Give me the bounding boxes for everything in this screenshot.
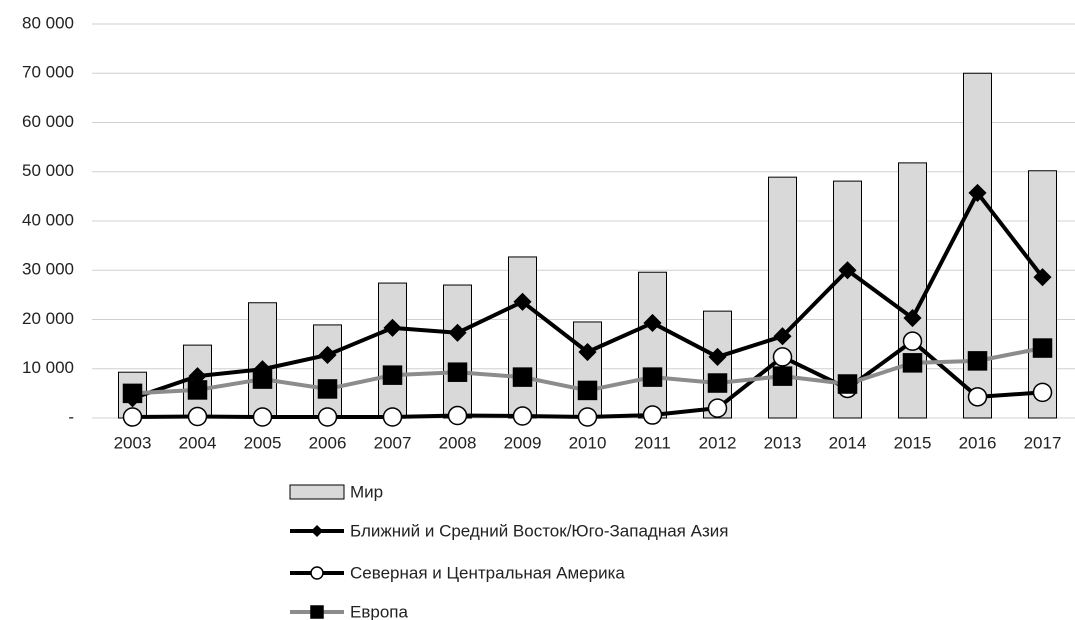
legend-marker: [310, 566, 324, 580]
y-tick-label: -: [68, 407, 74, 426]
marker: [837, 374, 858, 394]
y-tick-label: 10 000: [22, 358, 74, 377]
marker: [512, 367, 533, 387]
marker: [1033, 268, 1052, 287]
marker: [967, 387, 988, 407]
bar: [508, 256, 537, 419]
x-tick-label: 2014: [829, 433, 867, 452]
marker: [642, 367, 663, 387]
marker: [773, 327, 792, 346]
marker: [903, 308, 922, 328]
x-tick-label: 2008: [439, 433, 477, 452]
bar: [638, 271, 667, 419]
marker: [513, 292, 532, 311]
marker: [643, 313, 662, 333]
marker: [317, 379, 338, 399]
marker: [967, 351, 988, 371]
x-tick-label: 2011: [634, 433, 671, 452]
legend-label: Мир: [350, 482, 383, 501]
marker: [122, 407, 143, 427]
marker: [512, 406, 533, 426]
x-tick-label: 2012: [699, 433, 737, 452]
y-tick-label: 60 000: [22, 112, 74, 131]
legend-marker: [310, 605, 324, 619]
marker: [448, 323, 467, 342]
marker: [642, 405, 663, 425]
bar: [573, 321, 602, 419]
legend-label: Северная и Центральная Америка: [350, 563, 625, 582]
marker: [772, 347, 793, 367]
bar: [1028, 170, 1057, 419]
marker: [447, 362, 468, 382]
marker: [187, 406, 208, 427]
y-tick-label: 70 000: [22, 63, 74, 82]
x-tick-label: 2016: [959, 433, 997, 452]
x-tick-label: 2017: [1024, 433, 1062, 452]
marker: [772, 366, 793, 386]
x-tick-label: 2010: [569, 433, 607, 452]
marker: [1032, 338, 1053, 358]
marker: [902, 353, 923, 373]
x-tick-label: 2013: [764, 433, 802, 452]
marker: [318, 345, 337, 365]
marker: [382, 407, 403, 427]
marker: [577, 407, 598, 427]
y-tick-label: 30 000: [22, 260, 74, 279]
marker: [447, 405, 468, 426]
marker: [707, 398, 728, 418]
marker: [1032, 382, 1053, 403]
y-tick-label: 40 000: [22, 210, 74, 229]
x-tick-label: 2004: [179, 433, 217, 452]
bar: [313, 324, 342, 419]
marker: [317, 407, 338, 427]
marker: [578, 342, 597, 362]
x-tick-label: 2006: [309, 433, 347, 452]
bar: [898, 162, 927, 419]
marker: [383, 318, 402, 337]
legend-marker: [310, 524, 324, 538]
x-tick-label: 2009: [504, 433, 542, 452]
bar: [443, 284, 472, 419]
marker: [252, 407, 273, 427]
legend-swatch: [289, 484, 345, 500]
legend-label: Ближний и Средний Восток/Юго-Западная Аз…: [350, 521, 728, 540]
x-tick-label: 2003: [114, 433, 152, 452]
marker: [707, 373, 728, 393]
marker: [187, 380, 208, 400]
marker: [902, 331, 923, 351]
y-tick-label: 50 000: [22, 161, 74, 180]
marker: [838, 261, 857, 280]
marker: [577, 380, 598, 401]
marker: [122, 383, 143, 404]
y-tick-label: 80 000: [22, 13, 74, 32]
marker: [708, 347, 727, 366]
marker: [968, 183, 987, 202]
marker: [252, 369, 273, 389]
x-tick-label: 2007: [374, 433, 412, 452]
bar: [378, 282, 407, 419]
x-tick-label: 2005: [244, 433, 282, 452]
y-tick-label: 20 000: [22, 309, 74, 328]
marker: [382, 365, 403, 385]
x-tick-label: 2015: [894, 433, 932, 452]
legend-label: Европа: [350, 602, 408, 620]
